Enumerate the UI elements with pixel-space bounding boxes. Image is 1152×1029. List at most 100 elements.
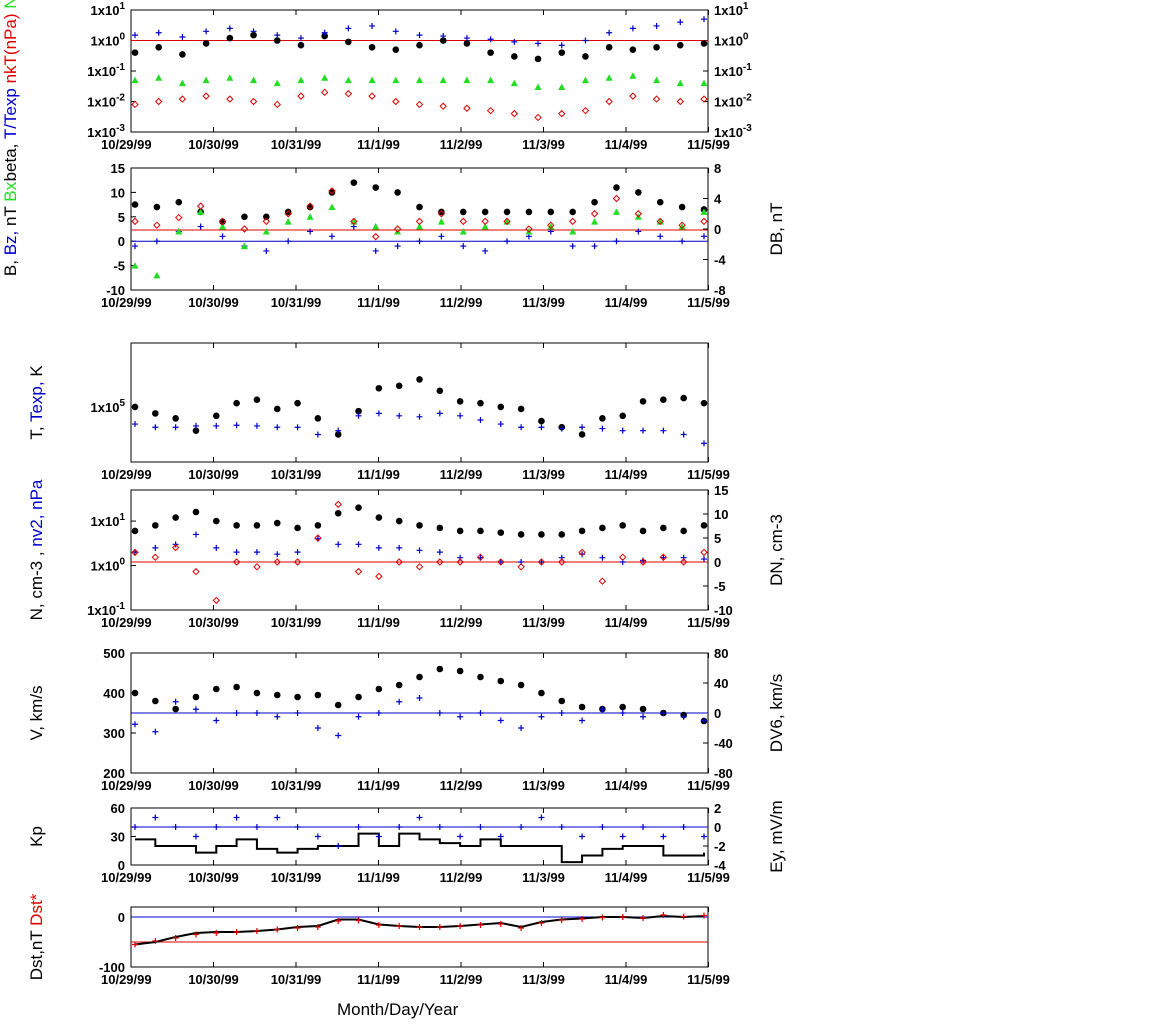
date-label: 11/5/99 (687, 467, 730, 482)
data-point (619, 914, 626, 920)
data-point (497, 921, 504, 927)
data-point (354, 567, 363, 576)
data-point (457, 412, 464, 419)
data-point (537, 558, 546, 566)
data-point (660, 524, 667, 532)
data-point (629, 25, 636, 32)
data-point (240, 225, 249, 233)
data-point (619, 833, 626, 840)
data-point (394, 243, 401, 250)
data-point (457, 713, 464, 720)
data-point (314, 431, 321, 438)
date-label: 11/3/99 (522, 467, 565, 482)
y-tick-label: 200 (103, 766, 125, 781)
data-point (297, 35, 304, 42)
series-blue-plus (132, 16, 707, 49)
date-label: 10/30/99 (188, 778, 239, 793)
data-point (459, 208, 467, 216)
data-point (591, 198, 598, 206)
panel-temperature: 10/29/99 10/30/99 10/31/99 11/1/99 11/2/99 11… (27, 342, 730, 482)
data-point (582, 37, 589, 44)
data-point (392, 97, 400, 106)
data-point (297, 41, 305, 49)
y2-tick-label: -80 (714, 766, 733, 781)
data-point (579, 717, 586, 724)
data-point (437, 210, 446, 218)
y-axis-label-part: nkT(nPa) (1, 9, 20, 84)
y-axis-label: V, km/s (27, 685, 46, 740)
data-point (375, 710, 382, 716)
date-label: 11/2/99 (440, 295, 483, 310)
date-label: 10/30/99 (188, 870, 239, 885)
data-point (273, 519, 281, 527)
data-point (525, 225, 533, 233)
series-red-diamond (131, 187, 708, 241)
data-point (395, 558, 403, 566)
y-tick-label: 1x101 (91, 512, 126, 529)
data-point (131, 76, 139, 84)
y2-tick-label: 1x10-2 (714, 93, 752, 110)
data-point (657, 233, 664, 240)
data-point (250, 28, 257, 35)
data-point (212, 685, 220, 693)
y2-tick-label: 4 (714, 192, 722, 207)
data-point (482, 247, 489, 254)
y-tick-label: 1x10-2 (87, 93, 125, 110)
data-point (355, 693, 362, 701)
data-point (700, 208, 708, 215)
data-point (314, 534, 322, 542)
y-axis-label-part: T/Texp (1, 83, 20, 139)
data-point (578, 703, 586, 711)
date-label: 11/5/99 (687, 778, 730, 793)
date-label: 10/30/99 (188, 295, 239, 310)
data-point (656, 217, 664, 226)
date-label: 11/2/99 (440, 870, 483, 885)
data-point (612, 208, 620, 215)
data-point (639, 705, 647, 713)
data-point (518, 424, 525, 431)
y2-tick-label: -10 (714, 603, 733, 618)
data-point (328, 189, 336, 196)
y2-tick-label: 0 (714, 555, 721, 570)
data-point (599, 914, 606, 921)
data-point (179, 51, 186, 58)
date-label: 10/29/99 (101, 870, 152, 885)
y-tick-label: 30 (111, 830, 125, 845)
data-point (558, 710, 565, 716)
y-tick-label: 0 (118, 234, 125, 249)
data-point (375, 410, 382, 417)
date-label: 11/3/99 (522, 972, 565, 987)
y-axis-label-part: Bx (1, 181, 20, 201)
y2-tick-label: 0 (714, 222, 721, 237)
data-point (152, 410, 159, 417)
data-point (477, 922, 484, 928)
date-label: 10/29/99 (101, 295, 152, 310)
data-point (578, 527, 586, 535)
data-point (581, 76, 589, 84)
data-point (152, 697, 159, 705)
y-axis-label: B, Bz, nT Bx (1, 181, 20, 276)
data-point (487, 36, 494, 43)
data-point (679, 558, 688, 566)
data-point (369, 22, 376, 29)
data-point (335, 843, 342, 849)
data-point (355, 917, 362, 924)
data-point (416, 32, 423, 39)
data-point (459, 227, 467, 235)
data-point (460, 243, 467, 250)
data-point (372, 223, 380, 230)
panel-density: 10/29/99 10/30/99 10/31/99 11/1/99 11/2/99 11… (27, 479, 786, 630)
data-point (457, 833, 464, 840)
data-point (273, 79, 281, 87)
data-point (678, 203, 686, 211)
y-tick-label: 1x100 (91, 557, 126, 574)
date-label: 10/31/99 (271, 467, 322, 482)
data-point (517, 681, 525, 689)
data-point (132, 824, 138, 830)
data-point (355, 824, 362, 830)
data-point (274, 32, 281, 39)
data-point (233, 814, 240, 821)
data-point (606, 29, 613, 36)
data-point (487, 49, 494, 56)
data-point (503, 217, 511, 226)
